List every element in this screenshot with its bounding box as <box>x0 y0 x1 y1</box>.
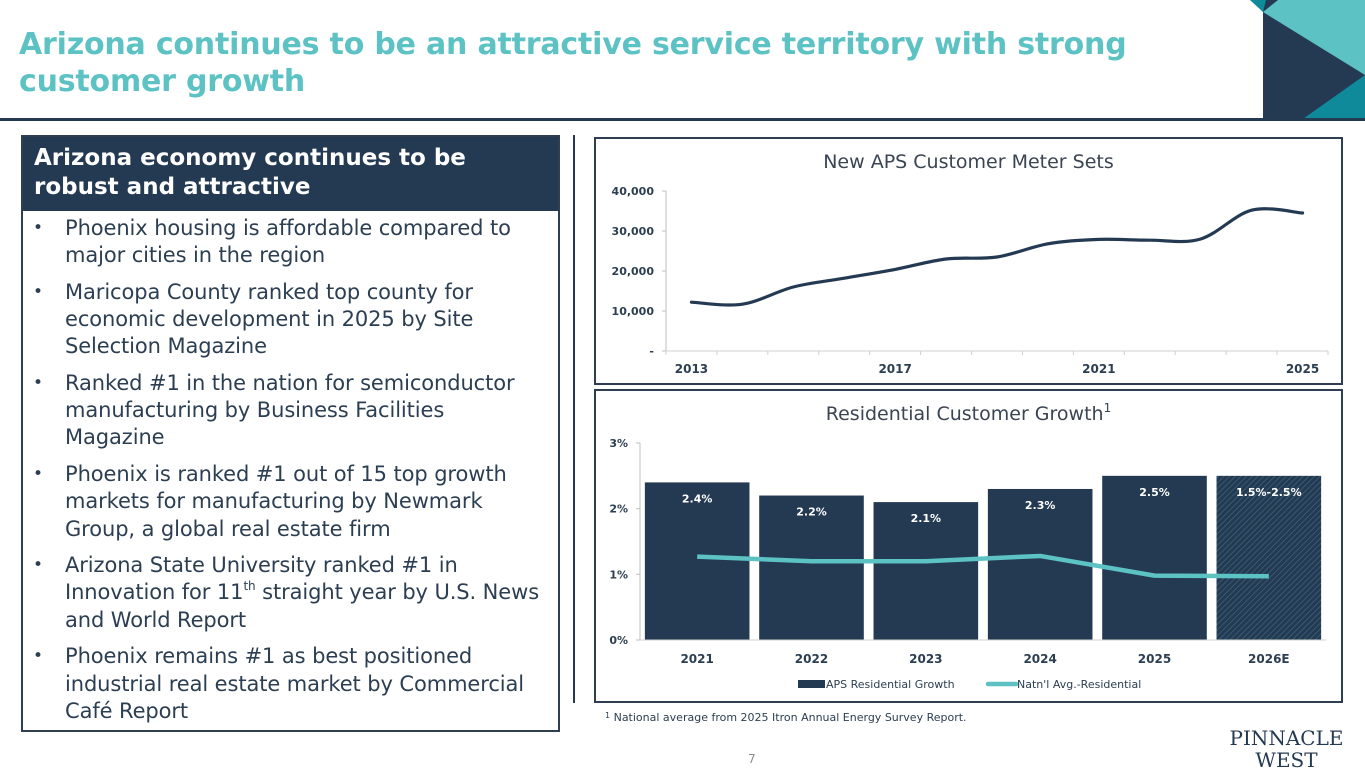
bullet-item: • Ranked #1 in the nation for semiconduct… <box>31 370 548 452</box>
y-tick-label: 1% <box>609 568 628 581</box>
bullet-text: Phoenix remains #1 as best positioned in… <box>65 644 525 723</box>
bar-data-label: 2.2% <box>796 506 827 519</box>
x-tick-label: 2017 <box>878 362 911 376</box>
x-tick-label: 2023 <box>909 652 942 666</box>
bullet-icon: • <box>33 555 43 576</box>
x-tick-label: 2025 <box>1286 362 1319 376</box>
x-tick-label: 2021 <box>1082 362 1115 376</box>
bar-2021 <box>644 482 750 640</box>
economy-panel: Arizona economy continues to be robust a… <box>21 135 560 732</box>
legend-swatch-aps <box>798 680 825 688</box>
corner-teal-tip <box>1250 0 1266 12</box>
footnote: 1 National average from 2025 Itron Annua… <box>605 711 967 724</box>
residential-growth-chart: Residential Customer Growth1 0% 1% 2% 3% 2.4… <box>594 389 1343 703</box>
slide-title: Arizona continues to be an attractive se… <box>19 27 1127 99</box>
residential-growth-title-text: Residential Customer Growth <box>825 403 1104 425</box>
bullet-icon: • <box>33 646 43 667</box>
bullet-text: Ranked #1 in the nation for semiconducto… <box>65 371 515 450</box>
x-tick-label: 2013 <box>675 362 708 376</box>
footnote-reference: 1 <box>1103 401 1112 415</box>
company-logo: PINNACLE WEST CAPITAL CORPORATION <box>1208 727 1365 768</box>
x-tick-label: 2025 <box>1138 652 1171 666</box>
logo-wordmark: PINNACLE WEST <box>1229 726 1344 768</box>
y-tick-label: 40,000 <box>612 185 655 198</box>
bar-2026e <box>1216 475 1322 640</box>
bullet-item: • Phoenix remains #1 as best positioned i… <box>31 643 548 725</box>
bullet-item: • Maricopa County ranked top county for e… <box>31 279 548 361</box>
residential-growth-plot: 0% 1% 2% 3% 2.4% 2.2% 2.1% 2.3% 2.5% 1.5%-2.5% 202… <box>609 437 1326 691</box>
page-number: 7 <box>748 752 756 766</box>
y-tick-label: 20,000 <box>612 265 655 278</box>
bullet-icon: • <box>33 281 43 302</box>
corner-logo-graphic <box>1250 0 1365 121</box>
title-divider <box>0 118 1365 121</box>
y-tick-label: 2% <box>609 503 628 516</box>
bullet-text: Arizona State University ranked #1 in In… <box>65 553 458 605</box>
bullet-icon: • <box>33 373 43 394</box>
y-tick-label: 3% <box>609 437 628 450</box>
meter-sets-chart-title: New APS Customer Meter Sets <box>823 151 1114 173</box>
economy-bullet-list: • Phoenix housing is affordable compared … <box>23 211 558 725</box>
legend-label-aps: APS Residential Growth <box>826 678 955 691</box>
national-average-line <box>697 553 1269 579</box>
corner-dark-teal-shape <box>1300 75 1365 121</box>
x-tick-label: 2021 <box>680 652 713 666</box>
meter-sets-plot: - 10,000 20,000 30,000 40,000 2013 2017 2021 202… <box>612 185 1329 376</box>
x-tick-label: 2024 <box>1023 652 1056 666</box>
meter-sets-line <box>689 207 1305 307</box>
bar-data-label: 2.1% <box>911 512 942 525</box>
residential-growth-chart-title: Residential Customer Growth1 <box>596 401 1341 425</box>
bar-data-label: 1.5%-2.5% <box>1236 486 1302 499</box>
corner-teal-shape <box>1263 0 1365 75</box>
bullet-text-continued: straight year by U.S. News and World Rep… <box>65 580 540 632</box>
bullet-icon: • <box>33 464 43 485</box>
bullet-icon: • <box>33 218 43 238</box>
bullet-superscript: th <box>243 579 256 594</box>
footnote-marker: 1 <box>605 711 611 720</box>
meter-sets-chart: New APS Customer Meter Sets - 10,000 20,00… <box>594 137 1343 385</box>
bar-2023 <box>873 502 979 640</box>
bar-data-label: 2.5% <box>1139 486 1170 499</box>
y-tick-label: 0% <box>609 634 628 647</box>
bullet-item: • Phoenix is ranked #1 out of 15 top grow… <box>31 461 548 543</box>
economy-panel-heading: Arizona economy continues to be robust a… <box>23 137 558 211</box>
bullet-text: Maricopa County ranked top county for ec… <box>65 279 474 359</box>
bullet-item: • Phoenix housing is affordable compared … <box>31 215 548 269</box>
x-tick-label: 2026E <box>1248 652 1290 666</box>
bar-data-label: 2.4% <box>682 492 713 505</box>
bullet-text: Phoenix housing is affordable compared t… <box>65 216 511 268</box>
bullet-text: Phoenix is ranked #1 out of 15 top growt… <box>65 462 507 541</box>
bar-2025 <box>1102 475 1207 640</box>
bar-2022 <box>759 495 864 640</box>
y-tick-label: - <box>649 345 654 358</box>
x-tick-label: 2022 <box>795 652 828 666</box>
bar-data-label: 2.3% <box>1025 499 1056 512</box>
bar-2024 <box>987 488 1093 640</box>
bullet-item: • Arizona State University ranked #1 in I… <box>31 552 548 634</box>
y-tick-label: 10,000 <box>612 305 655 318</box>
footnote-text: National average from 2025 Itron Annual … <box>610 711 967 724</box>
vertical-divider <box>573 135 575 703</box>
legend-label-national: Natn'l Avg.-Residential <box>1017 678 1141 691</box>
y-tick-label: 30,000 <box>612 225 655 238</box>
